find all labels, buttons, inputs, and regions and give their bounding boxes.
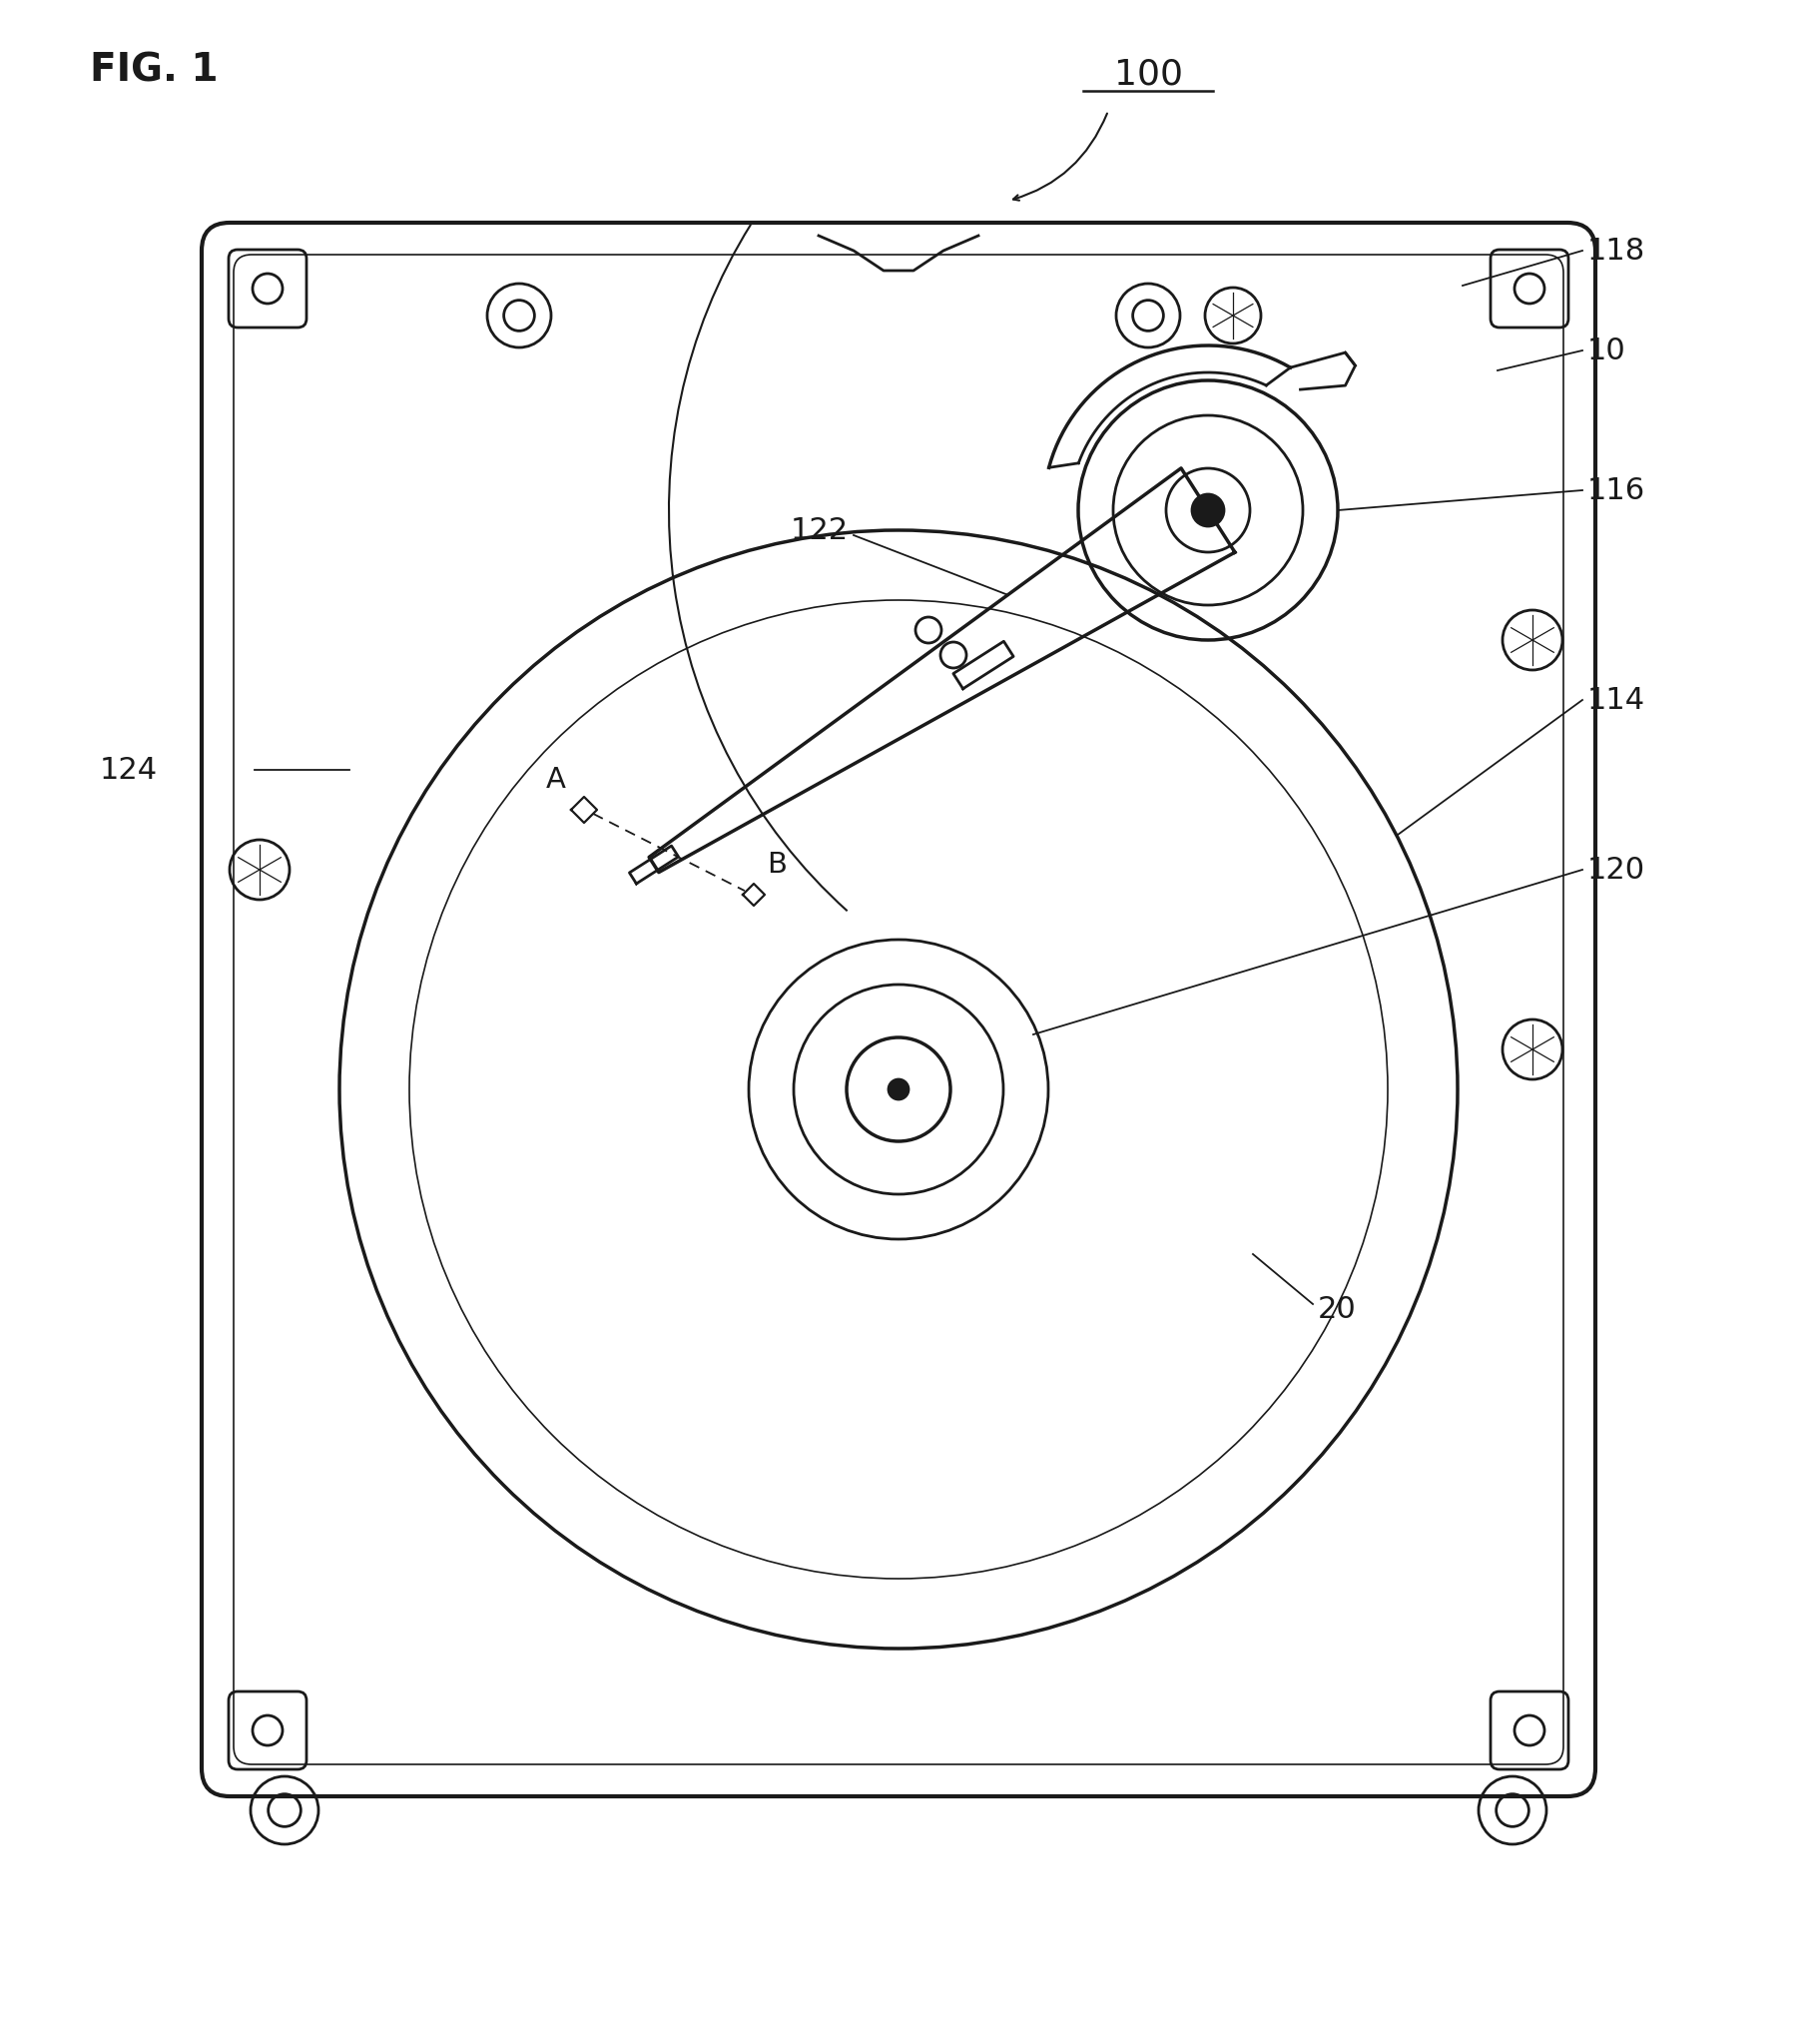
Text: 124: 124 <box>100 755 158 785</box>
Text: A: A <box>546 767 566 793</box>
Circle shape <box>888 1080 908 1100</box>
Text: B: B <box>766 852 786 878</box>
Text: FIG. 1: FIG. 1 <box>89 50 218 89</box>
Circle shape <box>1192 494 1223 527</box>
Text: 122: 122 <box>790 517 848 545</box>
Text: 114: 114 <box>1587 686 1645 714</box>
Text: 20: 20 <box>1318 1296 1356 1324</box>
Text: 100: 100 <box>1114 57 1181 91</box>
Text: 120: 120 <box>1587 856 1645 884</box>
Text: 10: 10 <box>1587 337 1625 365</box>
Text: 118: 118 <box>1587 236 1645 264</box>
Text: 116: 116 <box>1587 476 1645 504</box>
